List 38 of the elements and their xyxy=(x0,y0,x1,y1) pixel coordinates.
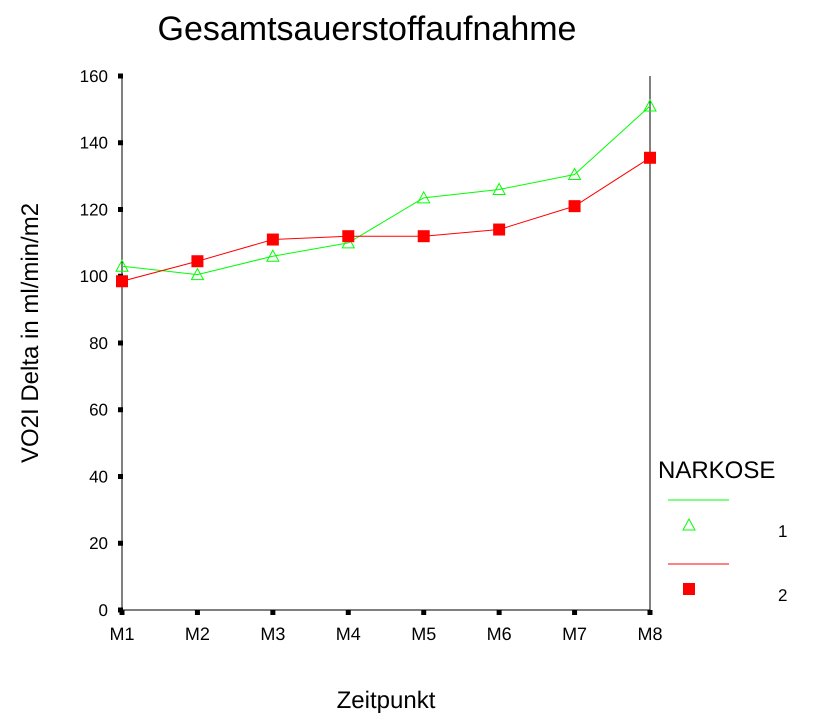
point xyxy=(644,100,656,112)
text: 2 xyxy=(778,586,788,605)
y-tick-label: 60 xyxy=(89,400,108,420)
x-tick-label: M2 xyxy=(184,624,210,644)
x-axis-title: Zeitpunkt xyxy=(336,687,436,713)
y-tick-label: 100 xyxy=(80,267,108,286)
point xyxy=(190,268,204,280)
y-tick-label: 160 xyxy=(80,66,108,86)
point xyxy=(266,250,280,262)
y-tick-label: 80 xyxy=(89,334,108,353)
point xyxy=(116,275,128,288)
point xyxy=(568,168,582,180)
x-tick-label: M4 xyxy=(336,624,361,644)
x-tick-label: M7 xyxy=(562,624,588,644)
point xyxy=(493,224,506,236)
text: 1 xyxy=(778,522,788,541)
point xyxy=(492,182,506,195)
x-tick-label: M6 xyxy=(486,624,512,644)
y-tick-label: 40 xyxy=(89,467,108,486)
point xyxy=(644,152,656,164)
chart-title: Gesamtsauerstoffaufnahme xyxy=(158,10,576,48)
point xyxy=(191,255,204,268)
point xyxy=(266,234,279,246)
x-tick-label: M8 xyxy=(637,624,663,644)
point xyxy=(116,260,128,272)
point xyxy=(418,230,430,242)
y-tick-label: 0 xyxy=(98,600,108,620)
x-tick-label: M3 xyxy=(260,624,286,644)
y-tick-label: 140 xyxy=(80,134,108,153)
y-tick-label: 120 xyxy=(80,200,108,220)
y-axis-title: VO2I Delta in ml/min/m2 xyxy=(17,202,44,464)
point xyxy=(417,191,430,204)
x-tick-label: M5 xyxy=(411,624,436,644)
legend-title: NARKOSE xyxy=(658,457,776,484)
point xyxy=(342,230,354,242)
y-tick-label: 20 xyxy=(89,534,108,554)
x-tick-label: M1 xyxy=(109,624,135,644)
point xyxy=(568,200,581,212)
